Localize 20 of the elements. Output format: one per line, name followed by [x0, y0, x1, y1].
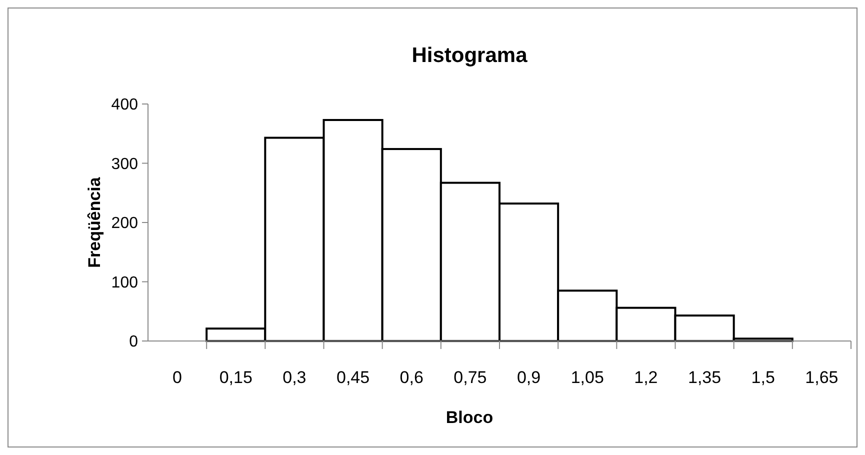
x-axis-title: Bloco [446, 408, 494, 427]
chart-title: Histograma [412, 44, 528, 67]
y-tick-label: 100 [111, 274, 138, 292]
x-tick-label: 0,3 [282, 368, 306, 387]
y-tick-label: 300 [111, 156, 138, 173]
x-tick-label: 0,9 [516, 368, 541, 387]
x-tick-label: 1,65 [805, 368, 838, 387]
x-tick-label: 1,5 [751, 368, 775, 387]
y-tick-label: 200 [111, 215, 138, 232]
x-tick-label: 1,05 [570, 368, 604, 387]
x-tick-label: 0,15 [219, 368, 252, 387]
x-tick-label: 1,2 [634, 368, 658, 387]
x-tick-label: 0,6 [400, 368, 424, 387]
x-tick-label: 0,45 [336, 368, 370, 387]
y-axis-title: Freqüência [85, 176, 104, 268]
x-tick-label: 0,75 [454, 368, 487, 387]
y-tick-label: 400 [111, 96, 138, 114]
x-tick-label: 0 [172, 368, 182, 387]
x-tick-label: 1,35 [688, 368, 722, 387]
y-tick-label: 0 [129, 334, 138, 351]
